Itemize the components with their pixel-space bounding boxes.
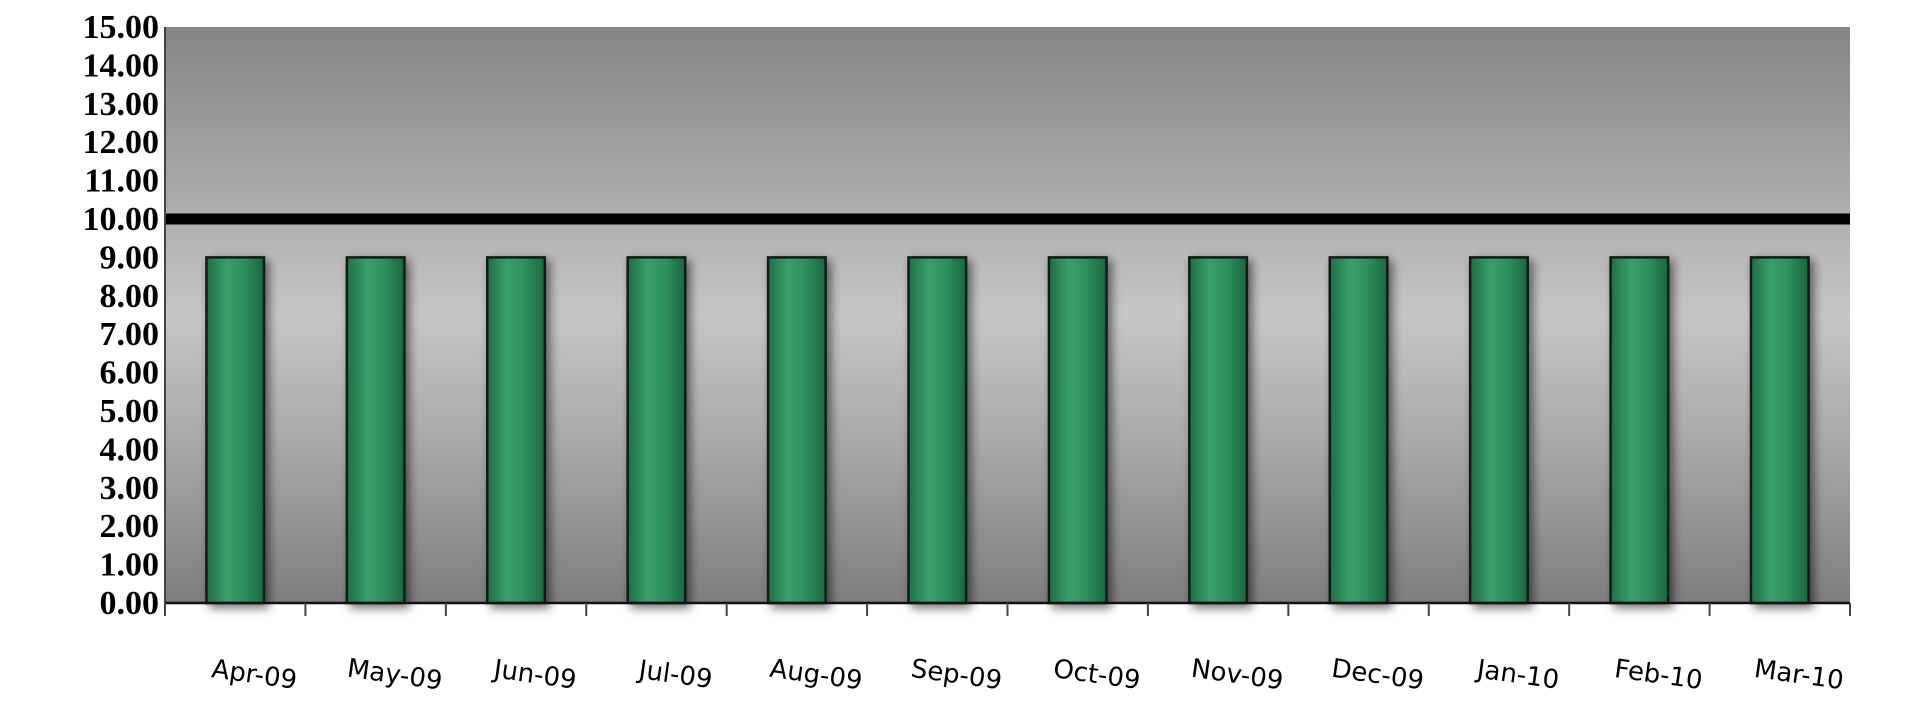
x-tick-label: Apr-09 <box>210 654 299 696</box>
bar <box>486 256 547 605</box>
y-tick-label: 12.00 <box>83 124 160 161</box>
bar <box>1468 256 1529 605</box>
x-tick-label: Mar-10 <box>1752 654 1845 696</box>
x-tick-label: May-09 <box>345 654 444 697</box>
y-tick-label: 0.00 <box>100 585 160 622</box>
bar <box>205 256 266 605</box>
x-axis-tick-labels: Apr-09 May-09 Jun-09 Jul-09 Aug-09 Sep-09 Oct-… <box>210 654 1846 697</box>
x-tick-label: Nov-09 <box>1189 654 1285 697</box>
y-tick-label: 10.00 <box>83 201 160 238</box>
y-tick-label: 2.00 <box>100 508 160 545</box>
bar <box>907 256 968 605</box>
y-tick-label: 7.00 <box>100 316 160 353</box>
y-tick-label: 8.00 <box>100 278 160 315</box>
plot-area <box>165 27 1850 603</box>
bar <box>766 256 827 605</box>
y-tick-label: 15.00 <box>83 9 160 46</box>
bars-layer <box>205 256 1810 605</box>
x-tick-label: Feb-10 <box>1613 654 1705 696</box>
y-tick-label: 13.00 <box>83 86 160 123</box>
x-tick-label: Jul-09 <box>635 655 714 695</box>
y-tick-label: 1.00 <box>100 547 160 584</box>
x-tick-label: Sep-09 <box>909 654 1004 696</box>
x-tick-label: Jun-09 <box>490 654 578 696</box>
y-axis-tick-labels: 0.001.002.003.004.005.006.007.008.009.00… <box>83 9 160 622</box>
bar <box>626 256 687 605</box>
x-tick-label: Oct-09 <box>1051 654 1142 696</box>
y-tick-label: 5.00 <box>100 393 160 430</box>
x-tick-label: Dec-09 <box>1330 654 1426 697</box>
y-tick-label: 6.00 <box>100 355 160 392</box>
x-tick-label: Aug-09 <box>768 654 865 697</box>
y-tick-label: 4.00 <box>100 431 160 468</box>
x-tick-label: Jan-10 <box>1473 654 1561 695</box>
bar <box>1328 256 1389 605</box>
y-tick-label: 14.00 <box>83 47 160 84</box>
bar <box>1749 256 1810 605</box>
bar <box>1047 256 1108 605</box>
y-tick-label: 9.00 <box>100 239 160 276</box>
y-tick-label: 3.00 <box>100 470 160 507</box>
bar <box>1609 256 1670 605</box>
bar <box>1188 256 1249 605</box>
axes-layer <box>164 27 1851 616</box>
y-tick-label: 11.00 <box>84 163 159 200</box>
bar <box>345 256 406 605</box>
